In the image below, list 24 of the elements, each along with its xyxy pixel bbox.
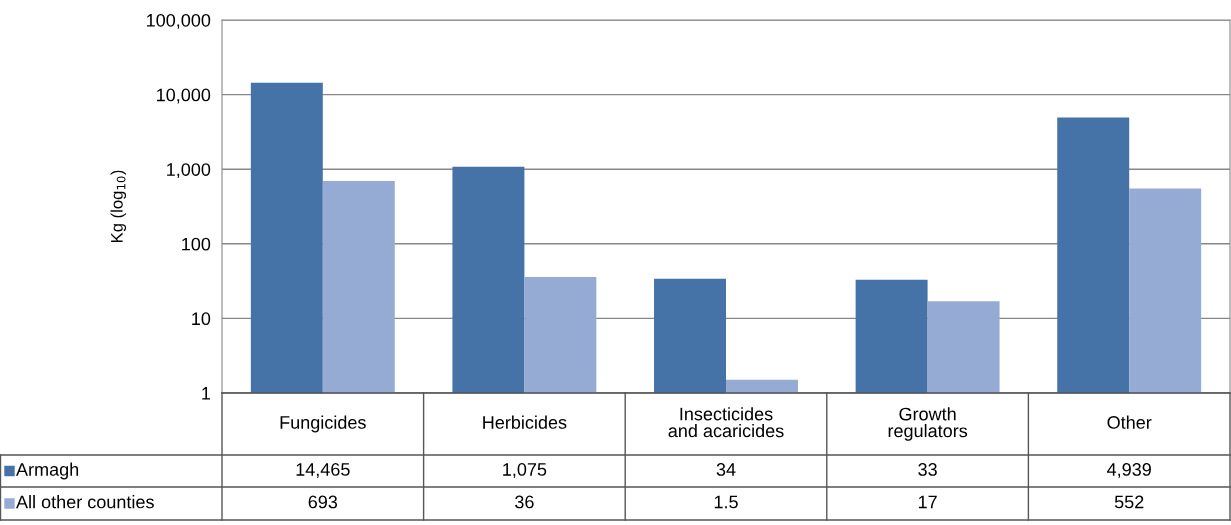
y-axis-title: Kg (log$_{10}$): [110, 170, 127, 243]
data-label: 1.5: [714, 495, 738, 509]
data-label: 36: [515, 495, 534, 509]
data-label: 17: [918, 495, 937, 509]
y-tick-label: 100: [182, 237, 211, 251]
legend-label: All other counties: [16, 495, 154, 509]
y-tick-label: 100,000: [147, 13, 211, 29]
data-label: 552: [1114, 495, 1144, 509]
x-tick-label: Fungicides: [280, 415, 366, 433]
data-label: 33: [918, 463, 937, 476]
x-tick-label: Insecticides and acaricides: [668, 407, 784, 438]
data-label: 14,465: [296, 463, 350, 478]
data-label: 34: [716, 463, 736, 476]
legend-label: Armagh: [16, 462, 79, 480]
data-label: 693: [308, 495, 338, 509]
data-label: 1,075: [503, 463, 547, 478]
x-tick-label: Growth regulators: [888, 407, 968, 441]
y-tick-label: 10,000: [157, 88, 211, 104]
x-tick-label: Herbicides: [483, 415, 567, 429]
y-tick-label: 1,000: [167, 163, 211, 179]
x-tick-label: Other: [1107, 415, 1152, 429]
y-tick-label: 1: [202, 387, 211, 400]
data-label: 4,939: [1107, 463, 1151, 478]
y-tick-label: 10: [192, 312, 211, 326]
